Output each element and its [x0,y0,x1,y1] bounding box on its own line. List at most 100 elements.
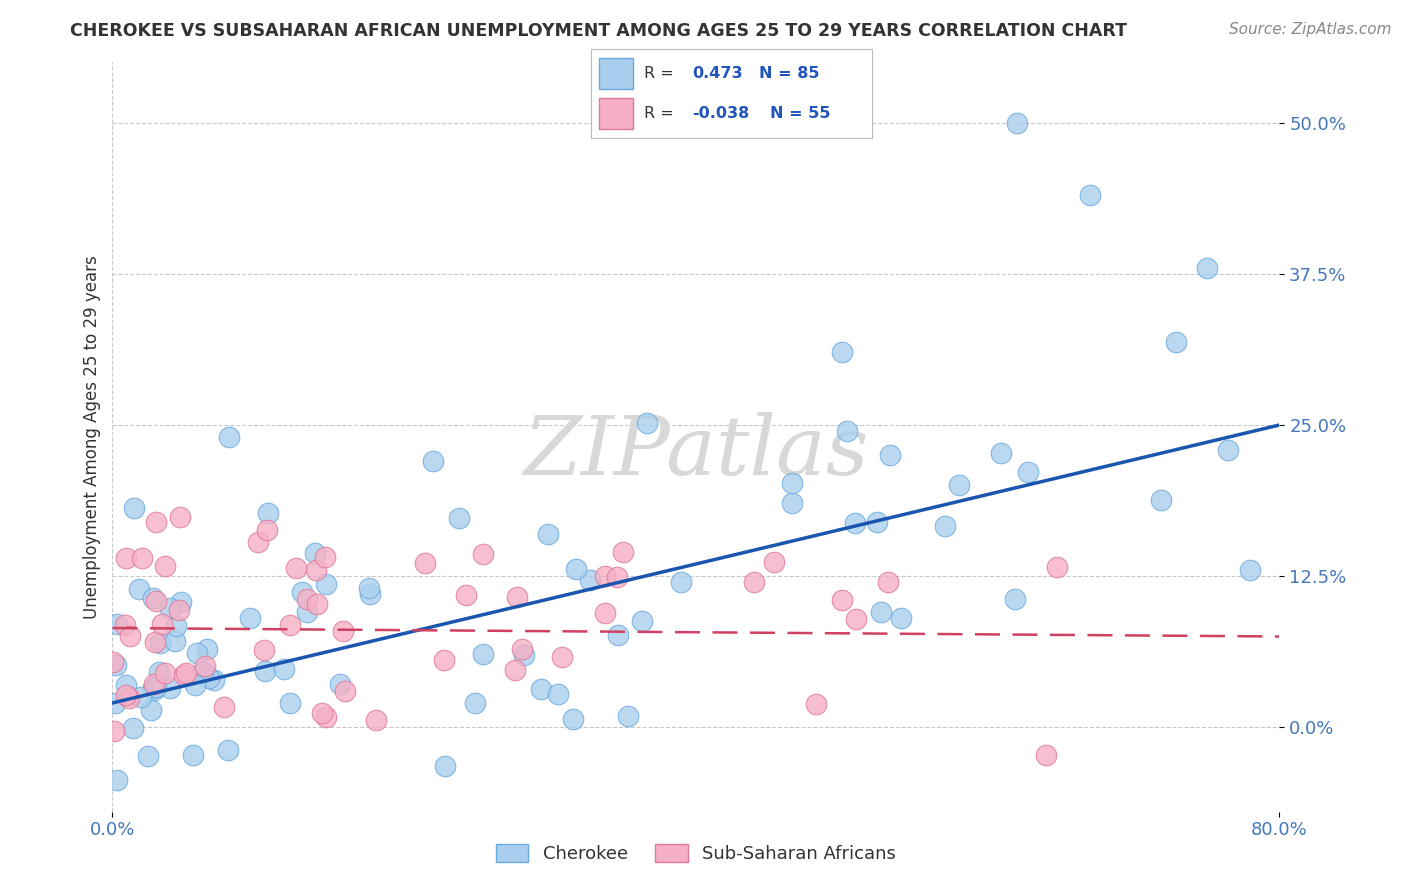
Point [537,527,560,541]
Point [105,657,128,672]
Point [780,496,803,510]
Point [304,546,326,560]
Point [879,448,901,462]
Point [831,345,853,359]
Point [118,629,141,643]
Point [512,648,534,662]
Point [595,569,617,583]
Point [593,607,616,621]
Point [311,706,333,720]
Point [218,430,240,444]
Point [314,549,336,564]
Point [562,712,585,726]
Point [1239,563,1261,577]
Point [194,659,217,673]
Point [1195,260,1218,275]
Point [253,665,276,679]
Point [174,666,197,681]
Point [1046,559,1069,574]
Point [131,550,153,565]
Point [186,646,208,660]
Point [804,697,827,711]
Point [454,589,477,603]
Point [636,416,658,430]
Point [472,648,495,662]
Point [239,611,262,625]
Point [285,561,308,575]
Point [551,650,574,665]
Point [305,597,328,611]
Point [315,577,337,591]
Point [115,551,138,566]
Point [107,772,129,787]
Point [167,603,190,617]
Point [876,574,898,589]
Point [141,703,163,717]
Point [212,700,235,714]
Point [103,655,125,669]
Point [422,454,444,468]
Point [844,516,866,530]
Point [131,690,153,705]
Point [831,593,853,607]
Text: Source: ZipAtlas.com: Source: ZipAtlas.com [1229,22,1392,37]
Point [197,642,219,657]
Text: ZIPatlas: ZIPatlas [523,412,869,492]
Point [333,684,356,698]
Point [433,653,456,667]
Text: R =: R = [644,66,679,81]
Point [934,518,956,533]
Point [329,677,352,691]
Point [122,501,145,516]
Point [153,559,176,574]
Point [1005,116,1028,130]
Point [845,612,868,626]
Point [257,506,280,520]
Point [359,587,381,601]
Point [118,690,141,705]
Point [197,671,219,685]
Point [149,636,172,650]
Point [530,682,553,697]
Point [278,617,301,632]
Point [503,663,526,677]
Point [366,713,388,727]
Point [128,582,150,596]
Point [565,562,588,576]
Point [305,563,328,577]
Point [246,534,269,549]
Point [153,665,176,680]
Point [359,581,381,595]
Point [122,722,145,736]
Point [273,662,295,676]
Point [1017,466,1039,480]
Point [579,574,602,588]
Point [142,591,165,605]
Point [510,642,533,657]
Point [1078,188,1101,202]
Point [415,556,437,570]
Point [104,696,127,710]
Point [253,643,276,657]
Point [612,545,634,559]
Point [103,724,125,739]
Point [669,574,692,589]
Point [145,515,167,529]
Point [434,758,457,772]
Point [105,617,128,632]
Bar [599,58,633,89]
Point [782,476,804,491]
Point [150,617,173,632]
Point [143,635,166,649]
Point [607,628,630,642]
Text: N = 55: N = 55 [770,106,831,121]
Point [145,680,167,694]
Point [114,618,136,632]
Point [837,424,859,438]
Point [132,882,155,892]
Point [115,678,138,692]
Text: CHEROKEE VS SUBSAHARAN AFRICAN UNEMPLOYMENT AMONG AGES 25 TO 29 YEARS CORRELATIO: CHEROKEE VS SUBSAHARAN AFRICAN UNEMPLOYM… [70,22,1128,40]
Point [142,681,165,695]
Point [332,624,354,639]
Text: -0.038: -0.038 [692,106,749,121]
